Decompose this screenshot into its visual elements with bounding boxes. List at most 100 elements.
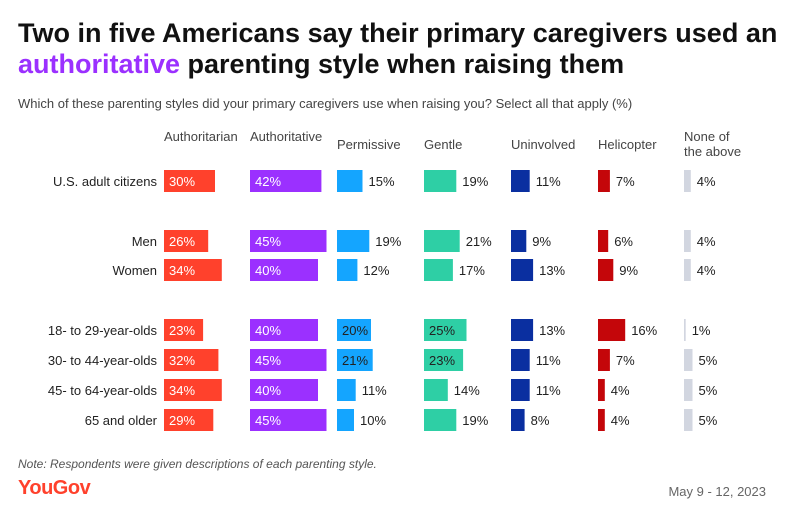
bar-6-3 [684, 319, 686, 341]
bar-2-5 [337, 379, 356, 401]
bar-label-3-4: 23% [429, 353, 455, 368]
bar-0-1 [164, 230, 209, 252]
bar-3-0 [424, 170, 457, 192]
bar-label-5-6: 4% [611, 413, 630, 428]
brand-logo: YouGov [18, 477, 91, 499]
bar-label-3-6: 19% [462, 413, 488, 428]
bar-label-6-5: 5% [699, 383, 718, 398]
bar-6-5 [684, 379, 693, 401]
title-part-2: parenting style when raising them [180, 49, 625, 79]
column-header-3: Gentle [424, 137, 462, 152]
bar-4-0 [511, 170, 530, 192]
bar-6-0 [684, 170, 691, 192]
bar-label-1-0: 42% [255, 174, 281, 189]
bar-0-3 [164, 319, 204, 341]
bar-label-0-1: 26% [169, 234, 195, 249]
bar-label-0-3: 23% [169, 323, 195, 338]
bar-5-0 [598, 170, 610, 192]
row-label-0: U.S. adult citizens [53, 174, 158, 189]
bar-2-6 [337, 409, 354, 431]
bar-5-1 [598, 230, 609, 252]
bar-1-2 [250, 259, 318, 281]
bar-label-3-5: 14% [454, 383, 480, 398]
bar-label-0-5: 34% [169, 383, 195, 398]
bar-label-2-6: 10% [360, 413, 386, 428]
bar-label-0-6: 29% [169, 413, 195, 428]
bar-label-4-1: 9% [532, 234, 551, 249]
bar-1-6 [250, 409, 327, 431]
bar-label-3-3: 25% [429, 323, 455, 338]
bar-label-1-1: 45% [255, 234, 281, 249]
bar-label-5-5: 4% [611, 383, 630, 398]
bar-5-3 [598, 319, 626, 341]
bar-2-4 [337, 349, 373, 371]
bar-4-6 [511, 409, 525, 431]
column-header-5: Helicopter [598, 137, 657, 152]
column-header-4: Uninvolved [511, 137, 575, 152]
bar-label-2-4: 21% [342, 353, 368, 368]
row-label-6: 65 and older [85, 413, 158, 428]
bar-label-1-3: 40% [255, 323, 281, 338]
bar-5-2 [598, 259, 614, 281]
bar-label-2-3: 20% [342, 323, 368, 338]
bar-5-4 [598, 349, 610, 371]
bar-label-2-0: 15% [369, 174, 395, 189]
bar-3-1 [424, 230, 460, 252]
footnote: Note: Respondents were given description… [18, 457, 377, 471]
bar-5-6 [598, 409, 605, 431]
bar-2-0 [337, 170, 363, 192]
bar-label-6-4: 5% [699, 353, 718, 368]
bar-label-6-0: 4% [697, 174, 716, 189]
bar-label-6-6: 5% [699, 413, 718, 428]
chart-subtitle: Which of these parenting styles did your… [18, 96, 633, 111]
bar-label-4-0: 11% [536, 174, 561, 189]
title-part-1: Two in five Americans say their primary … [18, 18, 778, 48]
bar-label-6-3: 1% [692, 323, 711, 338]
bar-3-3 [424, 319, 467, 341]
bar-label-1-6: 45% [255, 413, 281, 428]
bar-0-5 [164, 379, 222, 401]
bar-label-4-2: 13% [539, 263, 565, 278]
bar-label-1-5: 40% [255, 383, 281, 398]
row-label-1: Men [132, 234, 157, 249]
bar-2-2 [337, 259, 358, 281]
bar-1-5 [250, 379, 318, 401]
bar-label-3-1: 21% [466, 234, 492, 249]
bar-label-5-1: 6% [614, 234, 633, 249]
bar-6-6 [684, 409, 693, 431]
bar-label-5-2: 9% [619, 263, 638, 278]
bar-2-1 [337, 230, 370, 252]
bar-5-5 [598, 379, 605, 401]
bar-3-4 [424, 349, 464, 371]
bar-label-4-4: 11% [536, 353, 561, 368]
bar-0-0 [164, 170, 215, 192]
chart-title: Two in five Americans say their primary … [18, 18, 778, 80]
bar-label-4-5: 11% [536, 383, 561, 398]
survey-date: May 9 - 12, 2023 [668, 484, 766, 499]
bar-label-1-2: 40% [255, 263, 281, 278]
bar-4-3 [511, 319, 534, 341]
bar-label-5-0: 7% [616, 174, 635, 189]
bar-0-6 [164, 409, 214, 431]
title-highlight: authoritative [18, 49, 181, 79]
column-header-1: Authoritative [250, 129, 322, 144]
row-label-5: 45- to 64-year-olds [48, 383, 158, 398]
bar-4-4 [511, 349, 530, 371]
column-header-0: Authoritarian [164, 129, 238, 144]
bar-label-5-3: 16% [631, 323, 657, 338]
bar-4-5 [511, 379, 530, 401]
bar-1-3 [250, 319, 318, 341]
bar-label-3-2: 17% [459, 263, 485, 278]
bar-6-4 [684, 349, 693, 371]
bar-label-5-4: 7% [616, 353, 635, 368]
bar-3-5 [424, 379, 448, 401]
bar-label-3-0: 19% [462, 174, 488, 189]
bar-label-0-2: 34% [169, 263, 195, 278]
bar-label-2-2: 12% [363, 263, 389, 278]
bar-6-1 [684, 230, 691, 252]
bar-label-2-1: 19% [375, 234, 401, 249]
bar-6-2 [684, 259, 691, 281]
row-label-2: Women [112, 263, 157, 278]
bar-label-6-2: 4% [697, 263, 716, 278]
